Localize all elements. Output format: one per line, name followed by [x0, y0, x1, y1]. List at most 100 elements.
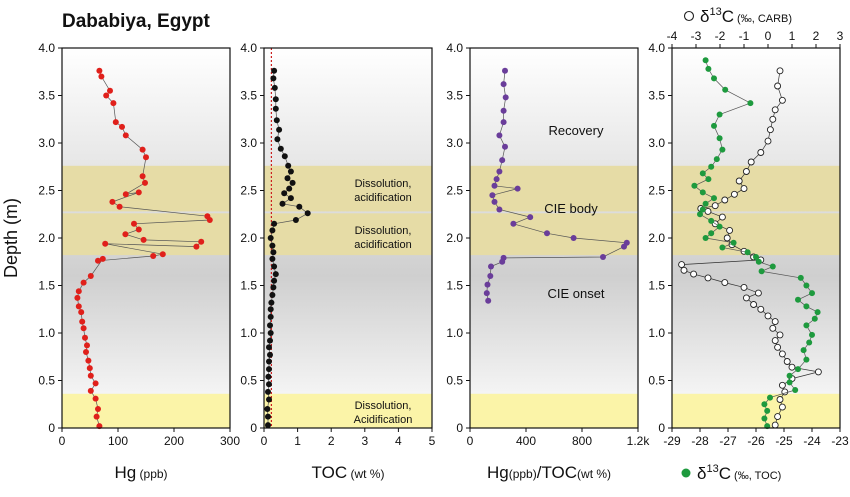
band-upper: [672, 165, 840, 212]
hg-point: [102, 240, 109, 247]
d13c-toc-point: [697, 211, 703, 218]
toc-point: [281, 153, 288, 160]
label-part: (‰, CARB): [734, 13, 792, 25]
label-part: δ: [700, 7, 709, 26]
hg-point: [92, 395, 99, 402]
toc-point: [264, 406, 271, 412]
d13c-toc-point: [722, 86, 729, 93]
d13c-carb-point: [769, 324, 777, 332]
d13c-toc-point: [691, 182, 698, 189]
x-tick-label: 800: [572, 434, 592, 448]
hg-toc-point: [514, 185, 521, 192]
d13c-carb-point: [678, 261, 686, 269]
toc-point: [269, 227, 276, 234]
hg-point: [198, 238, 205, 245]
d13c-carb-point: [730, 190, 738, 198]
d13c-toc-point: [711, 75, 717, 82]
hg-point: [139, 146, 146, 153]
d13c-toc-point: [716, 223, 723, 230]
x-tick-label: -26: [747, 434, 765, 448]
hg-point: [110, 100, 117, 107]
top-x-tick-label: 0: [765, 29, 772, 43]
d13c-toc-point: [806, 339, 813, 346]
toc-point: [266, 396, 272, 403]
band-bottom: [264, 393, 432, 428]
label-part: Hg: [114, 463, 136, 482]
d13c-toc-point: [761, 401, 768, 408]
y-tick-label: 1.0: [446, 326, 463, 340]
toc-point: [267, 337, 273, 344]
y-tick-label: 0.5: [38, 374, 55, 388]
x-tick-label: 300: [220, 434, 240, 448]
top-x-tick-label: -3: [691, 29, 702, 43]
hg-point: [85, 357, 92, 364]
d13c-toc-point: [761, 415, 768, 422]
toc-point: [266, 366, 272, 373]
top-x-tick-label: -4: [667, 29, 678, 43]
hg-toc-point: [491, 182, 498, 189]
d13c-toc-point: [803, 322, 810, 329]
d13c-carb-point: [723, 234, 731, 242]
d13c-toc-point: [699, 170, 706, 177]
d13c-carb-point: [776, 331, 784, 339]
y-tick-label: 3.0: [38, 136, 55, 150]
x-tick-label: 0: [261, 434, 268, 448]
y-tick-label: 1.5: [446, 279, 463, 293]
d13c-carb-point: [771, 318, 779, 326]
d13c-carb-point: [740, 185, 748, 193]
d13c-carb-point: [764, 312, 772, 320]
toc-point: [265, 413, 271, 420]
d13c-toc-point: [730, 239, 737, 246]
d13c-toc-point: [758, 268, 765, 275]
hg-point: [103, 92, 110, 99]
hg-point: [122, 231, 129, 238]
d13c-carb-point: [783, 358, 791, 365]
hg-point: [119, 123, 125, 130]
x-tick-label: 5: [429, 434, 436, 448]
x-tick-label: 0: [59, 434, 66, 448]
x-tick-label: -29: [663, 434, 681, 448]
hg-toc-point: [499, 258, 506, 265]
y-tick-label: 1.0: [240, 326, 257, 340]
d13c-toc-point: [699, 206, 706, 213]
y-tick-label: 2.5: [38, 184, 55, 198]
d13c-carb-point: [740, 283, 748, 291]
toc-point: [265, 388, 271, 395]
hg-point: [87, 387, 94, 394]
hg-point: [75, 303, 82, 310]
annotation-dissolution-lower-line1: Dissolution,: [355, 225, 412, 237]
toc-point: [270, 284, 277, 291]
hg-point: [74, 294, 81, 301]
d13c-toc-point: [711, 122, 717, 129]
y-tick-label: 0: [250, 421, 257, 435]
toc-point: [287, 195, 294, 202]
hg-toc-point: [510, 220, 517, 227]
y-tick-label: 2.0: [648, 231, 665, 245]
y-tick-label: 0: [456, 421, 463, 435]
x-axis-label: Hg (ppb): [114, 463, 167, 482]
hg-point: [99, 255, 106, 262]
figure-title: Dababiya, Egypt: [62, 11, 210, 32]
d13c-carb-point: [774, 413, 782, 421]
toc-point: [272, 105, 279, 112]
hg-point: [122, 191, 129, 198]
y-tick-label: 1.5: [648, 279, 665, 293]
d13c-toc-point: [814, 309, 821, 316]
d13c-carb-point: [764, 137, 772, 145]
d13c-carb-point: [735, 177, 743, 185]
x-tick-label: 0: [467, 434, 474, 448]
x-tick-label: 3: [361, 434, 368, 448]
d13c-carb-point: [690, 270, 698, 278]
hg-point: [142, 179, 148, 186]
toc-point: [267, 322, 273, 329]
annotation-dissolution-lower-line2: acidification: [354, 239, 411, 251]
d13c-carb-point: [778, 96, 786, 104]
d13c-carb-point: [711, 202, 719, 210]
d13c-carb-point: [774, 343, 782, 351]
toc-point: [271, 220, 278, 227]
d13c-toc-point: [705, 176, 712, 183]
band-bottom: [62, 393, 230, 428]
toc-point: [281, 190, 288, 197]
toc-point: [267, 306, 274, 313]
toc-point: [267, 351, 273, 358]
